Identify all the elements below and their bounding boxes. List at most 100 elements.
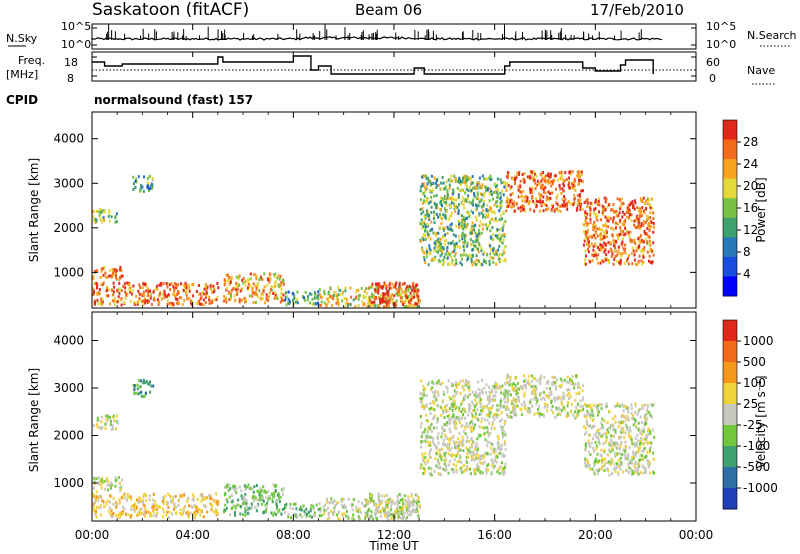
heatmap-cell xyxy=(458,226,460,229)
heatmap-cell xyxy=(269,277,272,281)
heatmap-cell xyxy=(621,237,624,241)
heatmap-cell xyxy=(93,302,96,306)
heatmap-cell xyxy=(540,193,543,197)
heatmap-cell xyxy=(575,374,578,377)
heatmap-cell xyxy=(110,509,113,513)
heatmap-cell xyxy=(629,238,632,242)
heatmap-cell xyxy=(244,513,247,517)
heatmap-cell xyxy=(408,506,410,510)
heatmap-cell xyxy=(505,407,508,411)
heatmap-cell xyxy=(463,178,466,182)
heatmap-cell xyxy=(457,447,460,450)
heatmap-cell xyxy=(129,495,132,499)
heatmap-cell xyxy=(596,201,599,205)
heatmap-cell xyxy=(650,403,653,407)
heatmap-cell xyxy=(470,209,473,213)
heatmap-cell xyxy=(370,284,373,288)
heatmap-cell xyxy=(650,221,653,225)
heatmap-cell xyxy=(163,291,166,295)
heatmap-cell xyxy=(267,494,270,498)
heatmap-cell xyxy=(595,444,598,448)
heatmap-cell xyxy=(138,379,141,383)
heatmap-cell xyxy=(376,289,379,293)
heatmap-cell xyxy=(446,193,449,197)
heatmap-cell xyxy=(627,453,630,457)
heatmap-cell xyxy=(258,487,261,491)
heatmap-cell xyxy=(102,281,105,285)
heatmap-cell xyxy=(525,383,528,387)
heatmap-cell xyxy=(423,393,426,397)
heatmap-cell xyxy=(652,253,655,257)
heatmap-cell xyxy=(265,495,268,499)
heatmap-cell xyxy=(535,197,538,201)
heatmap-cell xyxy=(541,202,544,206)
heatmap-cell xyxy=(619,205,622,209)
heatmap-cell xyxy=(427,179,430,183)
heatmap-cell xyxy=(431,400,434,404)
heatmap-cell xyxy=(624,440,627,444)
heatmap-cell xyxy=(177,499,180,503)
heatmap-cell xyxy=(281,508,284,511)
heatmap-cell xyxy=(530,172,533,176)
heatmap-cell xyxy=(445,203,448,207)
heatmap-cell xyxy=(462,438,465,442)
heatmap-cell xyxy=(198,302,201,306)
heatmap-cell xyxy=(533,209,536,213)
heatmap-cell xyxy=(252,282,255,286)
heatmap-cell xyxy=(284,291,287,295)
heatmap-cell xyxy=(444,233,447,237)
heatmap-cell xyxy=(616,462,618,466)
heatmap-cell xyxy=(523,374,526,378)
heatmap-cell xyxy=(515,388,518,392)
heatmap-cell xyxy=(456,382,459,386)
heatmap-cell xyxy=(580,189,583,193)
heatmap-cell xyxy=(474,231,477,235)
heatmap-cell xyxy=(523,172,526,175)
heatmap-cell xyxy=(180,495,183,499)
heatmap-cell xyxy=(243,484,246,488)
heatmap-cell xyxy=(112,512,115,515)
heatmap-cell xyxy=(461,201,464,205)
heatmap-cell xyxy=(441,407,444,411)
heatmap-cell xyxy=(446,227,449,231)
heatmap-cell xyxy=(520,413,523,417)
heatmap-cell xyxy=(488,398,491,402)
heatmap-cell xyxy=(601,465,604,469)
heatmap-cell xyxy=(437,215,440,219)
heatmap-cell xyxy=(500,236,503,240)
heatmap-cell xyxy=(449,223,452,227)
heatmap-cell xyxy=(130,292,133,296)
heatmap-cell xyxy=(180,282,183,286)
heatmap-cell xyxy=(420,463,423,467)
heatmap-cell xyxy=(280,299,283,303)
heatmap-cell xyxy=(417,295,420,299)
heatmap-cell xyxy=(430,174,433,178)
heatmap-cell xyxy=(543,179,546,183)
heatmap-cell xyxy=(634,404,637,408)
heatmap-cell xyxy=(285,502,288,506)
heatmap-cell xyxy=(570,403,573,406)
heatmap-cell xyxy=(233,484,236,488)
heatmap-cell xyxy=(541,177,544,181)
heatmap-cell xyxy=(135,294,138,298)
heatmap-cell xyxy=(437,466,440,470)
heatmap-cell xyxy=(417,510,419,514)
heatmap-cell xyxy=(485,452,488,455)
heatmap-cell xyxy=(594,212,597,216)
heatmap-cell xyxy=(323,292,326,296)
heatmap-cell xyxy=(260,275,262,279)
heatmap-cell xyxy=(223,283,226,287)
heatmap-cell xyxy=(573,193,576,197)
heatmap-cell xyxy=(248,487,251,491)
heatmap-cell xyxy=(605,229,608,233)
heatmap-cell xyxy=(555,396,558,400)
heatmap-cell xyxy=(273,492,276,496)
heatmap-cell xyxy=(470,458,473,462)
heatmap-cell xyxy=(550,208,553,212)
heatmap-cell xyxy=(402,302,404,306)
heatmap-cell xyxy=(566,388,568,392)
heatmap-cell xyxy=(637,450,640,454)
heatmap-cell xyxy=(452,398,455,402)
heatmap-cell xyxy=(419,466,422,470)
